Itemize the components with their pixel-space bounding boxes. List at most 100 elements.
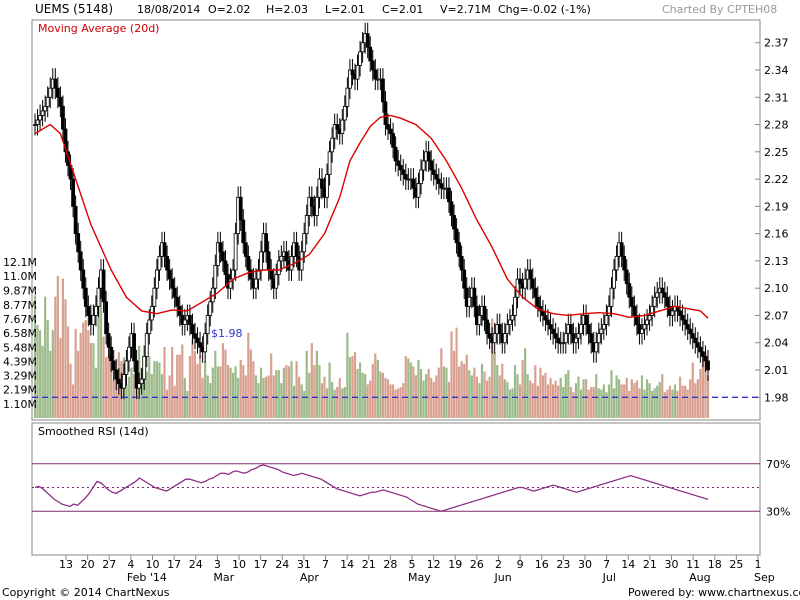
volume-bar	[554, 380, 557, 418]
price-tick-label: 2.10	[764, 282, 789, 295]
candle-body	[241, 219, 246, 244]
volume-bar	[79, 332, 82, 418]
volume-bar	[110, 362, 113, 418]
x-tick-label: 2	[495, 558, 502, 571]
volume-bar	[61, 278, 65, 418]
candle-body	[254, 278, 258, 289]
volume-bar	[590, 387, 593, 418]
volume-bar	[376, 359, 379, 418]
candle-body	[218, 242, 223, 253]
volume-bar	[290, 361, 293, 418]
volume-bar	[41, 345, 44, 418]
volume-bar	[270, 353, 273, 418]
volume-bar	[193, 350, 197, 418]
candle-body	[58, 96, 63, 107]
candle-body	[660, 287, 665, 294]
volume-bar	[300, 384, 303, 418]
volume-bar	[153, 361, 156, 418]
candle-body	[487, 333, 492, 339]
volume-bar	[483, 371, 486, 418]
volume-bar	[168, 375, 171, 418]
volume-bar	[468, 370, 471, 418]
volume-bar	[587, 389, 590, 418]
high-label: H=2.03	[266, 3, 308, 16]
volume-bar	[531, 383, 534, 418]
volume-bar	[38, 330, 42, 418]
support-label: $1.98	[211, 327, 243, 340]
candle-body	[462, 269, 467, 289]
candle-body	[190, 324, 195, 335]
volume-bar	[694, 383, 697, 418]
candle-body	[429, 160, 434, 171]
volume-bar	[275, 370, 278, 418]
candle-body	[342, 105, 347, 121]
volume-bar	[328, 362, 331, 418]
volume-bar	[440, 348, 443, 418]
candle-body	[63, 128, 68, 153]
candle-body	[574, 337, 578, 344]
x-tick-label: 14	[621, 558, 635, 571]
candle-body	[416, 183, 421, 198]
volume-bar	[221, 343, 225, 418]
volume-bar	[473, 367, 476, 418]
x-tick-label: 7	[603, 558, 610, 571]
volume-bar	[645, 379, 649, 418]
candle-body	[678, 310, 682, 316]
candle-body	[38, 115, 42, 121]
x-tick-label: 27	[102, 558, 116, 571]
volume-bar	[348, 357, 352, 418]
volume-bar	[343, 387, 346, 418]
candle-body	[584, 315, 588, 325]
volume-bar	[71, 384, 75, 418]
volume-bar	[318, 365, 321, 418]
x-tick-label: 13	[59, 558, 73, 571]
price-tick-label: 2.01	[764, 364, 789, 377]
volume-bar	[361, 372, 364, 418]
volume-bar	[155, 361, 159, 418]
candle-body	[101, 269, 106, 303]
volume-bar	[158, 362, 161, 418]
volume-bar	[404, 356, 407, 418]
volume-bar	[463, 363, 466, 418]
x-tick-label: 12	[427, 558, 441, 571]
candle-body	[327, 151, 332, 175]
candle-body	[449, 201, 454, 216]
volume-bar	[544, 372, 547, 418]
candle-body	[266, 251, 271, 271]
x-tick-label: 26	[470, 558, 484, 571]
candle-body	[505, 324, 510, 335]
candle-body	[629, 296, 634, 307]
candle-body	[259, 251, 263, 271]
volume-bar	[648, 383, 651, 418]
volume-bar	[277, 370, 280, 418]
volume-bar	[196, 363, 199, 418]
candle-body	[703, 355, 708, 362]
candle-body	[391, 133, 395, 148]
candle-body	[370, 60, 375, 71]
price-tick-label: 2.22	[764, 173, 789, 186]
volume-bar	[630, 379, 633, 418]
candle-body	[86, 305, 91, 316]
volume-bar	[191, 339, 194, 418]
volume-bar	[97, 294, 100, 418]
volume-bar	[491, 318, 494, 418]
volume-bar	[171, 346, 174, 418]
rsi-panel-frame	[31, 422, 761, 556]
volume-bar	[546, 384, 550, 418]
volume-bar	[87, 330, 90, 418]
change-label: Chg=-0.02 (-1%)	[498, 3, 591, 16]
candle-body	[96, 287, 101, 307]
volume-bar	[485, 380, 489, 418]
candle-body	[622, 255, 627, 271]
volume-bar	[252, 361, 255, 418]
volume-bar	[36, 325, 39, 418]
volume-tick-label: 3.29M	[3, 370, 37, 383]
candle-body	[632, 305, 637, 316]
volume-bar	[333, 389, 336, 418]
volume-bar	[346, 332, 349, 418]
candle-body	[530, 278, 535, 289]
volume-bar	[163, 346, 166, 418]
volume-bar	[224, 349, 227, 418]
rsi-level-label: 30%	[766, 505, 790, 518]
candle-body	[472, 287, 477, 307]
